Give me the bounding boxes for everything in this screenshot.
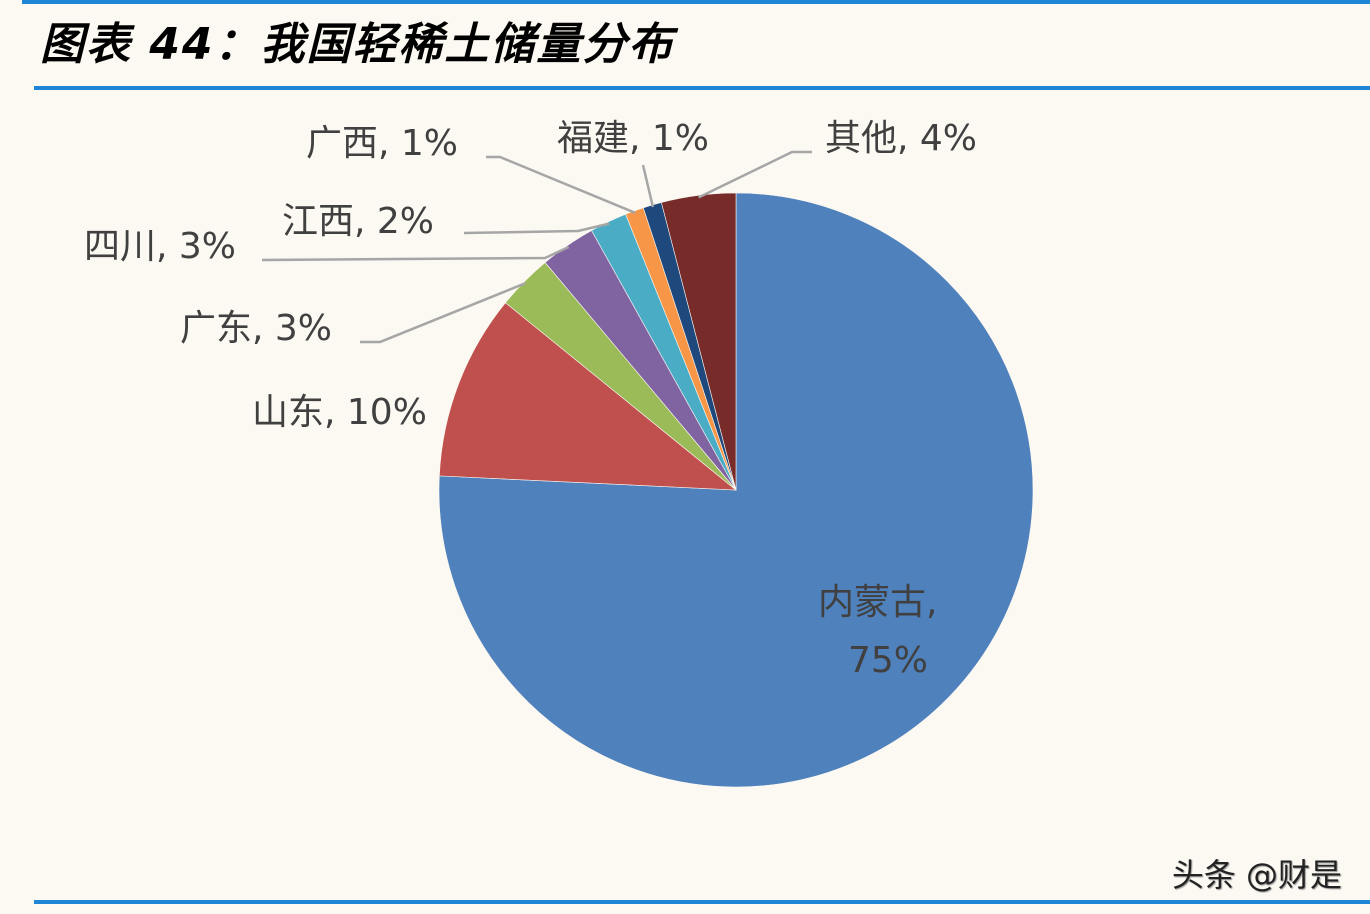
- data-label-0: 内蒙古,: [818, 582, 937, 623]
- pie-slice-7: [661, 192, 737, 491]
- leader-lines: [261, 150, 812, 344]
- leader-line-4: [463, 222, 610, 235]
- leader-line-5: [486, 155, 636, 214]
- leader-line-2: [360, 281, 527, 344]
- data-label-7: 其他, 4%: [825, 118, 977, 159]
- watermark: 头条 @财是: [1171, 856, 1342, 894]
- leader-line-6: [641, 164, 655, 208]
- data-label-0-value: 75%: [848, 640, 928, 681]
- data-label-4: 江西, 2%: [282, 201, 434, 242]
- leader-line-3: [261, 245, 570, 262]
- data-label-1: 山东, 10%: [252, 392, 427, 433]
- page-title: 图表 44：我国轻稀土储量分布: [40, 19, 675, 70]
- pie-slices: [438, 192, 1034, 788]
- title-rule: [34, 86, 1370, 90]
- data-label-6: 福建, 1%: [557, 118, 709, 159]
- data-label-5: 广西, 1%: [306, 123, 458, 164]
- bottom-rule: [34, 900, 1370, 904]
- data-labels: 内蒙古, 75% 山东, 10% 广东, 3% 四川, 3% 江西, 2% 广西, 1% 福建…: [84, 118, 977, 681]
- leader-line-7: [698, 150, 812, 199]
- data-label-3: 四川, 3%: [84, 226, 236, 267]
- pie-slice-0: [438, 192, 1034, 788]
- data-label-2: 广东, 3%: [180, 308, 332, 349]
- pie-slice-1: [439, 302, 737, 491]
- top-rule: [22, 0, 1370, 4]
